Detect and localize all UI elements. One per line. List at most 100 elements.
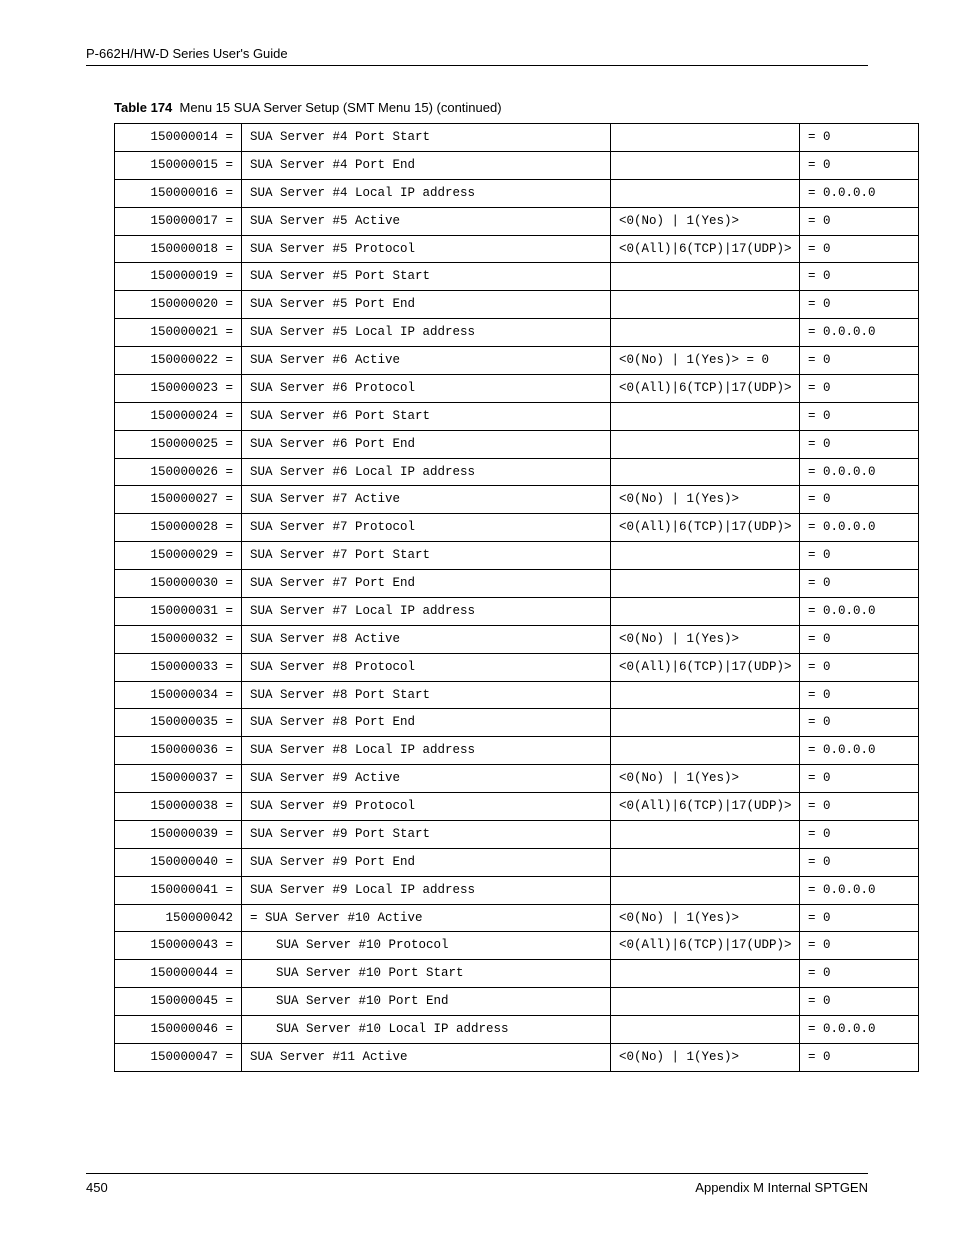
page-header-title: P-662H/HW-D Series User's Guide bbox=[86, 46, 868, 61]
table-caption-text: Menu 15 SUA Server Setup (SMT Menu 15) (… bbox=[180, 100, 502, 115]
table-row: 150000033 =SUA Server #8 Protocol<0(All)… bbox=[115, 653, 919, 681]
options-cell bbox=[611, 124, 800, 152]
value-cell: = 0 bbox=[800, 430, 919, 458]
fin-cell: 150000017 = bbox=[115, 207, 242, 235]
table-row: 150000028 =SUA Server #7 Protocol<0(All)… bbox=[115, 514, 919, 542]
description-cell: SUA Server #9 Active bbox=[242, 765, 611, 793]
description-cell: SUA Server #4 Local IP address bbox=[242, 179, 611, 207]
fin-cell: 150000045 = bbox=[115, 988, 242, 1016]
description-cell: SUA Server #5 Port Start bbox=[242, 263, 611, 291]
options-cell: <0(No) | 1(Yes)> = 0 bbox=[611, 347, 800, 375]
value-cell: = 0.0.0.0 bbox=[800, 876, 919, 904]
fin-cell: 150000047 = bbox=[115, 1043, 242, 1071]
table-row: 150000022 =SUA Server #6 Active<0(No) | … bbox=[115, 347, 919, 375]
value-cell: = 0 bbox=[800, 932, 919, 960]
options-cell bbox=[611, 1016, 800, 1044]
description-cell: SUA Server #9 Port End bbox=[242, 848, 611, 876]
fin-cell: 150000015 = bbox=[115, 151, 242, 179]
fin-cell: 150000040 = bbox=[115, 848, 242, 876]
value-cell: = 0 bbox=[800, 207, 919, 235]
options-cell: <0(All)|6(TCP)|17(UDP)> bbox=[611, 653, 800, 681]
fin-cell: 150000027 = bbox=[115, 486, 242, 514]
options-cell: <0(No) | 1(Yes)> bbox=[611, 904, 800, 932]
value-cell: = 0 bbox=[800, 402, 919, 430]
fin-cell: 150000030 = bbox=[115, 570, 242, 598]
header-rule bbox=[86, 65, 868, 66]
value-cell: = 0 bbox=[800, 374, 919, 402]
description-cell: SUA Server #8 Port End bbox=[242, 709, 611, 737]
value-cell: = 0 bbox=[800, 542, 919, 570]
fin-cell: 150000033 = bbox=[115, 653, 242, 681]
table-row: 150000041 =SUA Server #9 Local IP addres… bbox=[115, 876, 919, 904]
page-footer: 450 Appendix M Internal SPTGEN bbox=[86, 1173, 868, 1195]
table-row: 150000017 =SUA Server #5 Active<0(No) | … bbox=[115, 207, 919, 235]
value-cell: = 0.0.0.0 bbox=[800, 597, 919, 625]
value-cell: = 0.0.0.0 bbox=[800, 514, 919, 542]
table-row: 150000044 =SUA Server #10 Port Start= 0 bbox=[115, 960, 919, 988]
options-cell bbox=[611, 151, 800, 179]
description-cell: SUA Server #7 Local IP address bbox=[242, 597, 611, 625]
table-row: 150000037 =SUA Server #9 Active<0(No) | … bbox=[115, 765, 919, 793]
options-cell: <0(All)|6(TCP)|17(UDP)> bbox=[611, 374, 800, 402]
description-cell: SUA Server #10 Local IP address bbox=[242, 1016, 611, 1044]
options-cell bbox=[611, 597, 800, 625]
value-cell: = 0.0.0.0 bbox=[800, 319, 919, 347]
description-cell: SUA Server #11 Active bbox=[242, 1043, 611, 1071]
description-cell: SUA Server #5 Active bbox=[242, 207, 611, 235]
options-cell: <0(All)|6(TCP)|17(UDP)> bbox=[611, 235, 800, 263]
description-cell: SUA Server #5 Protocol bbox=[242, 235, 611, 263]
fin-cell: 150000041 = bbox=[115, 876, 242, 904]
options-cell bbox=[611, 430, 800, 458]
value-cell: = 0 bbox=[800, 235, 919, 263]
fin-cell: 150000039 = bbox=[115, 820, 242, 848]
table-row: 150000031 =SUA Server #7 Local IP addres… bbox=[115, 597, 919, 625]
fin-cell: 150000034 = bbox=[115, 681, 242, 709]
table-row: 150000021 =SUA Server #5 Local IP addres… bbox=[115, 319, 919, 347]
description-cell: SUA Server #4 Port Start bbox=[242, 124, 611, 152]
options-cell bbox=[611, 960, 800, 988]
options-cell bbox=[611, 876, 800, 904]
fin-cell: 150000043 = bbox=[115, 932, 242, 960]
table-row: 150000032 =SUA Server #8 Active<0(No) | … bbox=[115, 625, 919, 653]
options-cell: <0(No) | 1(Yes)> bbox=[611, 1043, 800, 1071]
table-row: 150000020 =SUA Server #5 Port End= 0 bbox=[115, 291, 919, 319]
options-cell bbox=[611, 681, 800, 709]
value-cell: = 0 bbox=[800, 904, 919, 932]
value-cell: = 0.0.0.0 bbox=[800, 458, 919, 486]
description-cell: SUA Server #9 Protocol bbox=[242, 793, 611, 821]
value-cell: = 0.0.0.0 bbox=[800, 737, 919, 765]
fin-cell: 150000021 = bbox=[115, 319, 242, 347]
options-cell bbox=[611, 319, 800, 347]
description-cell: SUA Server #10 Protocol bbox=[242, 932, 611, 960]
table-row: 150000018 =SUA Server #5 Protocol<0(All)… bbox=[115, 235, 919, 263]
value-cell: = 0 bbox=[800, 625, 919, 653]
description-cell: SUA Server #9 Port Start bbox=[242, 820, 611, 848]
value-cell: = 0 bbox=[800, 124, 919, 152]
description-cell: SUA Server #9 Local IP address bbox=[242, 876, 611, 904]
value-cell: = 0 bbox=[800, 263, 919, 291]
fin-cell: 150000025 = bbox=[115, 430, 242, 458]
table-row: 150000034 =SUA Server #8 Port Start= 0 bbox=[115, 681, 919, 709]
fin-cell: 150000044 = bbox=[115, 960, 242, 988]
page-number: 450 bbox=[86, 1180, 108, 1195]
description-cell: SUA Server #6 Local IP address bbox=[242, 458, 611, 486]
value-cell: = 0 bbox=[800, 988, 919, 1016]
value-cell: = 0 bbox=[800, 1043, 919, 1071]
fin-cell: 150000038 = bbox=[115, 793, 242, 821]
fin-cell: 150000016 = bbox=[115, 179, 242, 207]
fin-cell: 150000023 = bbox=[115, 374, 242, 402]
sua-server-table: 150000014 =SUA Server #4 Port Start = 0 1… bbox=[114, 123, 919, 1072]
options-cell bbox=[611, 988, 800, 1016]
options-cell: <0(No) | 1(Yes)> bbox=[611, 765, 800, 793]
options-cell: <0(No) | 1(Yes)> bbox=[611, 625, 800, 653]
table-row: 150000027 =SUA Server #7 Active<0(No) | … bbox=[115, 486, 919, 514]
description-cell: SUA Server #8 Active bbox=[242, 625, 611, 653]
value-cell: = 0 bbox=[800, 793, 919, 821]
fin-cell: 150000035 = bbox=[115, 709, 242, 737]
table-row: 150000042= SUA Server #10 Active<0(No) |… bbox=[115, 904, 919, 932]
fin-cell: 150000014 = bbox=[115, 124, 242, 152]
options-cell bbox=[611, 820, 800, 848]
options-cell bbox=[611, 179, 800, 207]
table-row: 150000019 =SUA Server #5 Port Start= 0 bbox=[115, 263, 919, 291]
options-cell: <0(All)|6(TCP)|17(UDP)> bbox=[611, 932, 800, 960]
